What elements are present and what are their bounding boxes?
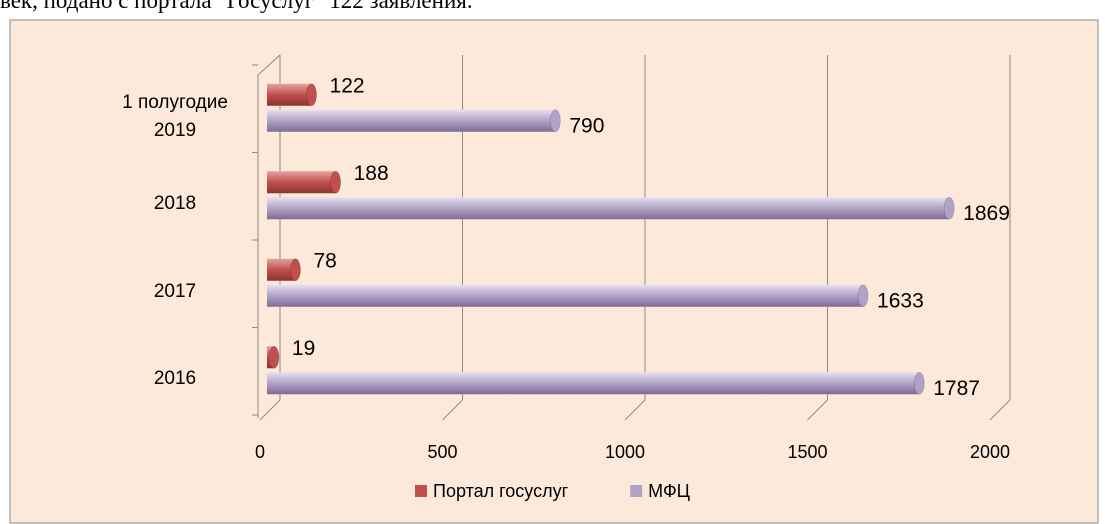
y-tick-label: 1 полугодие 2019 [122, 91, 228, 141]
grid-line [259, 399, 281, 421]
grid-line [442, 399, 463, 421]
x-tick-label: 1500 [787, 442, 827, 462]
legend-swatch [415, 485, 427, 497]
bar-cap [549, 109, 561, 133]
y-tick-label: 2016 [153, 368, 197, 390]
x-tick-label: 1000 [605, 442, 645, 462]
bar-cap [289, 258, 301, 282]
grid-line [807, 399, 828, 421]
chart-area [9, 19, 1099, 524]
bar [267, 109, 556, 132]
y-tick-label: 2018 [153, 193, 197, 215]
data-label: 78 [313, 249, 336, 272]
axis [257, 54, 281, 76]
bar [267, 171, 336, 194]
data-label: 122 [330, 74, 365, 97]
legend-label: Портал госуслуг [433, 481, 569, 501]
x-tick-label: 500 [427, 442, 457, 462]
bar-cap [943, 196, 955, 220]
bar [267, 83, 312, 106]
bar-cap [330, 170, 342, 194]
grid-line [624, 399, 646, 421]
x-tick-label: 2000 [970, 442, 1010, 462]
data-label: 1869 [963, 202, 1010, 225]
bar-cap [306, 83, 318, 107]
data-label: 1633 [877, 289, 924, 312]
x-tick-label: 0 [255, 442, 265, 462]
caption: век, подано с портала "Госуслуг" 122 зая… [0, 0, 473, 13]
y-tick-label: 2017 [153, 280, 197, 302]
bar-cap [857, 284, 869, 308]
legend-label: МФЦ [648, 481, 690, 501]
bar-cap [268, 345, 280, 369]
legend-swatch [630, 485, 643, 497]
bar [267, 258, 296, 281]
data-label: 188 [354, 162, 389, 185]
bar [267, 284, 864, 307]
bar [267, 197, 950, 220]
bar [267, 372, 920, 395]
data-label: 19 [292, 337, 315, 360]
grid-line [989, 399, 1011, 421]
data-label: 790 [569, 114, 604, 137]
bar-cap [913, 371, 925, 395]
data-label: 1787 [933, 377, 980, 400]
